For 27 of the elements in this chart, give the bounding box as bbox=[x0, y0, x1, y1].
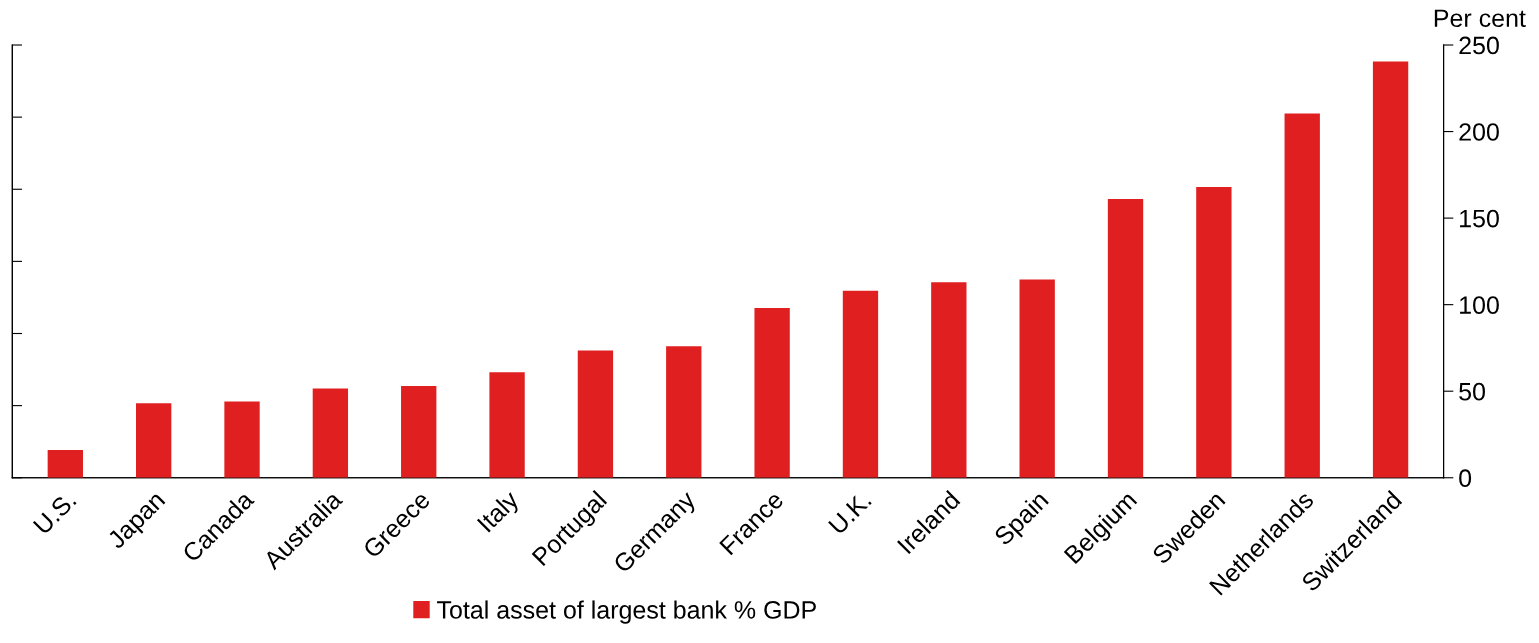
x-tick-label: U.S. bbox=[32, 490, 77, 535]
bar bbox=[666, 346, 702, 478]
bar bbox=[931, 282, 967, 478]
bar bbox=[754, 308, 790, 478]
y2-tick-label: 150 bbox=[1460, 209, 1499, 228]
bar bbox=[1372, 61, 1409, 478]
bar bbox=[312, 388, 349, 478]
y2-tick-label: 250 bbox=[1459, 36, 1499, 55]
bar bbox=[577, 350, 614, 478]
bar bbox=[47, 450, 83, 478]
bar bbox=[1107, 199, 1144, 478]
bar bbox=[224, 401, 260, 478]
legend-label: Total asset of largest bank % GDP bbox=[437, 600, 816, 624]
y2-tick-label: 100 bbox=[1460, 296, 1499, 314]
bar bbox=[136, 403, 172, 478]
x-tick-label: U.K. bbox=[828, 491, 872, 535]
bar bbox=[401, 386, 437, 478]
bar bbox=[1019, 279, 1055, 478]
bar bbox=[1196, 186, 1232, 478]
y2-tick-label: 0 bbox=[1459, 469, 1472, 488]
x-tick-label: Italy bbox=[476, 488, 524, 537]
y2-tick-label: 200 bbox=[1459, 123, 1499, 141]
bar bbox=[489, 372, 525, 478]
y2-axis-title: Per cent bbox=[1434, 9, 1526, 28]
bar bbox=[842, 290, 879, 478]
bar bbox=[1284, 113, 1320, 478]
y2-tick-label: 50 bbox=[1459, 382, 1485, 401]
